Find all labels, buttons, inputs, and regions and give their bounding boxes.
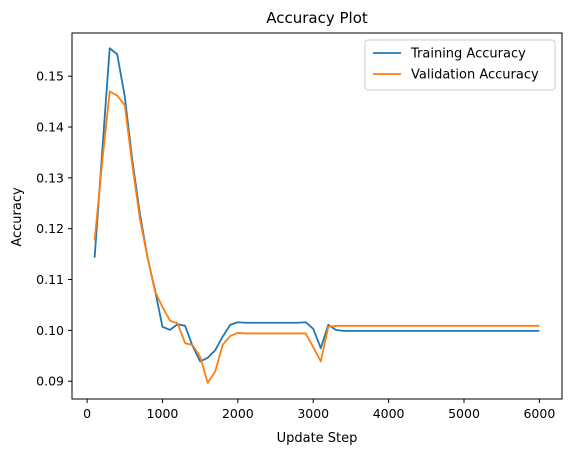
y-axis: 0.09 0.10 0.11 0.12 0.13 0.14 0.15 [36, 69, 72, 389]
y-tick-label: 0.09 [36, 374, 64, 389]
plot-area [71, 32, 563, 400]
y-tick-label: 0.13 [36, 170, 64, 185]
x-tick-label: 5000 [448, 406, 480, 421]
x-tick-label: 0 [83, 406, 91, 421]
y-tick-label: 0.15 [36, 69, 64, 84]
x-tick-label: 6000 [523, 406, 555, 421]
series-line-2 [93, 90, 540, 384]
x-tick-label: 4000 [373, 406, 405, 421]
x-tick-label: 3000 [297, 406, 329, 421]
x-axis-label: Update Step [277, 431, 358, 446]
chart-title: Accuracy Plot [266, 9, 368, 27]
y-tick-label: 0.10 [36, 323, 64, 338]
plot-frame [71, 32, 563, 400]
series-line-1 [93, 47, 540, 363]
y-tick-label: 0.11 [36, 272, 64, 287]
y-axis-label: Accuracy [10, 187, 25, 247]
x-axis: 0 1000 2000 3000 4000 5000 6000 [83, 399, 555, 421]
x-tick-label: 1000 [147, 406, 179, 421]
legend: Training Accuracy Validation Accuracy [364, 39, 556, 91]
legend-label-2: Validation Accuracy [411, 68, 539, 83]
x-tick-label: 2000 [222, 406, 254, 421]
y-tick-label: 0.14 [36, 120, 64, 135]
legend-label-1: Training Accuracy [410, 47, 526, 62]
y-tick-label: 0.12 [36, 221, 64, 236]
legend-box [364, 39, 556, 91]
